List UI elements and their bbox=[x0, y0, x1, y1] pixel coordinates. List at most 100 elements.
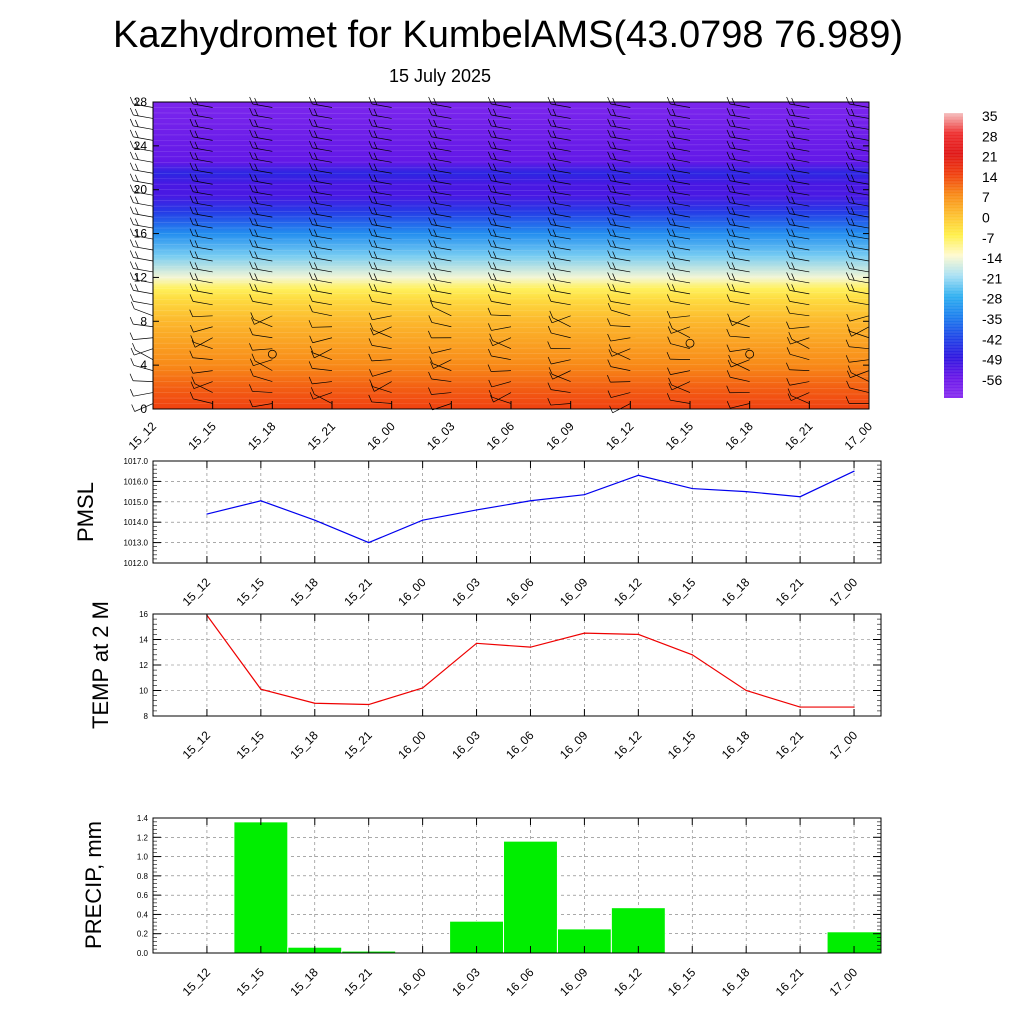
wind-barb bbox=[786, 195, 810, 207]
wind-barb bbox=[189, 140, 213, 152]
wind-barb bbox=[845, 272, 870, 284]
x-tick-label: 15_18 bbox=[287, 965, 321, 999]
contour-line bbox=[152, 310, 870, 312]
wind-barb bbox=[308, 195, 333, 207]
x-tick-label: 16_00 bbox=[395, 575, 429, 609]
x-tick-label: 16_18 bbox=[722, 419, 756, 453]
wind-barb bbox=[666, 162, 691, 174]
wind-barb bbox=[547, 162, 571, 174]
wind-barb bbox=[666, 310, 691, 319]
wind-barb bbox=[845, 396, 870, 404]
wind-barb bbox=[607, 359, 631, 371]
wind-barb bbox=[487, 217, 512, 229]
wind-barb bbox=[666, 107, 691, 119]
colorbar-label: 35 bbox=[982, 108, 998, 124]
wind-barb bbox=[309, 335, 333, 344]
x-tick-label: 15_18 bbox=[287, 728, 321, 762]
wind-barb bbox=[308, 184, 333, 196]
wind-barb bbox=[607, 228, 631, 240]
wind-barb bbox=[726, 184, 750, 196]
x-tick-label: 16_00 bbox=[395, 728, 429, 762]
wind-barb bbox=[845, 228, 870, 240]
y-tick-label: 10 bbox=[139, 687, 148, 696]
wind-barb bbox=[308, 272, 333, 284]
wind-barb bbox=[250, 315, 273, 325]
wind-barb bbox=[786, 184, 810, 196]
wind-barb bbox=[547, 382, 571, 393]
precip-bar bbox=[503, 840, 558, 954]
y-tick-label: 1.0 bbox=[137, 853, 149, 862]
wind-barb bbox=[368, 151, 392, 163]
wind-barb bbox=[787, 388, 810, 404]
wind-barb bbox=[845, 173, 870, 185]
colorbar-label: -28 bbox=[982, 291, 1002, 307]
wind-barb bbox=[189, 294, 213, 306]
wind-barb bbox=[249, 261, 273, 273]
wind-barb bbox=[129, 96, 154, 108]
wind-barb bbox=[666, 217, 691, 229]
wind-barb bbox=[726, 162, 750, 174]
data-point bbox=[260, 500, 262, 502]
y-tick-label: 8 bbox=[140, 314, 147, 328]
y-tick-label: 20 bbox=[134, 183, 148, 197]
wind-barb bbox=[189, 162, 213, 174]
wind-barb bbox=[607, 272, 631, 284]
wind-barb bbox=[189, 283, 213, 295]
wind-barb bbox=[249, 118, 273, 130]
wind-barb bbox=[726, 217, 750, 229]
wind-barb bbox=[845, 250, 870, 262]
wind-barb bbox=[189, 217, 213, 229]
wind-barb bbox=[846, 380, 870, 393]
wind-barb bbox=[129, 206, 154, 218]
wind-barb bbox=[189, 129, 213, 141]
wind-barb bbox=[368, 107, 392, 119]
wind-barb bbox=[786, 347, 810, 360]
chart-title: Kazhydromet for KumbelAMS(43.0798 76.989… bbox=[113, 14, 903, 56]
wind-barb bbox=[308, 228, 333, 240]
wind-barb bbox=[726, 283, 750, 295]
data-point bbox=[853, 706, 855, 708]
wind-barb bbox=[249, 294, 273, 306]
wind-barb bbox=[607, 151, 631, 163]
wind-barb bbox=[368, 283, 392, 295]
wind-barb bbox=[130, 389, 154, 397]
chart-subtitle: 15 July 2025 bbox=[389, 66, 491, 86]
x-tick-label: 16_03 bbox=[449, 965, 483, 999]
wind-barb bbox=[428, 261, 452, 273]
y-axis-label: TEMP at 2 M bbox=[88, 601, 113, 729]
wind-barb bbox=[547, 294, 571, 306]
wind-barb bbox=[786, 239, 810, 251]
contour-line bbox=[152, 363, 870, 366]
wind-barb bbox=[369, 369, 392, 377]
wind-barb bbox=[428, 294, 452, 306]
wind-barb bbox=[845, 283, 870, 295]
wind-barb bbox=[726, 239, 750, 251]
wind-barb bbox=[547, 195, 571, 207]
wind-barb bbox=[249, 343, 273, 351]
wind-barb bbox=[487, 107, 512, 119]
wind-barb bbox=[666, 184, 691, 196]
data-point bbox=[314, 519, 316, 521]
wind-barb bbox=[786, 129, 810, 141]
wind-barb bbox=[489, 337, 512, 347]
colorbar-label: -14 bbox=[982, 250, 1002, 266]
x-tick-label: 16_21 bbox=[773, 575, 807, 609]
wind-barb bbox=[787, 336, 810, 345]
y-tick-label: 16 bbox=[139, 610, 148, 619]
wind-barb bbox=[727, 313, 750, 328]
wind-barb bbox=[308, 320, 333, 328]
wind-barb bbox=[786, 140, 810, 152]
wind-barb bbox=[547, 107, 571, 119]
wind-barb bbox=[189, 250, 213, 262]
wind-barb bbox=[726, 250, 750, 262]
wind-barb bbox=[845, 195, 870, 207]
wind-barb bbox=[547, 397, 571, 406]
wind-barb bbox=[428, 162, 452, 174]
x-tick-label: 15_21 bbox=[341, 575, 375, 609]
contour-line bbox=[152, 144, 870, 147]
wind-barb bbox=[129, 107, 154, 119]
wind-barb bbox=[786, 162, 810, 174]
wind-barb bbox=[249, 239, 273, 251]
wind-barb bbox=[786, 206, 810, 218]
wind-barb bbox=[726, 294, 750, 306]
